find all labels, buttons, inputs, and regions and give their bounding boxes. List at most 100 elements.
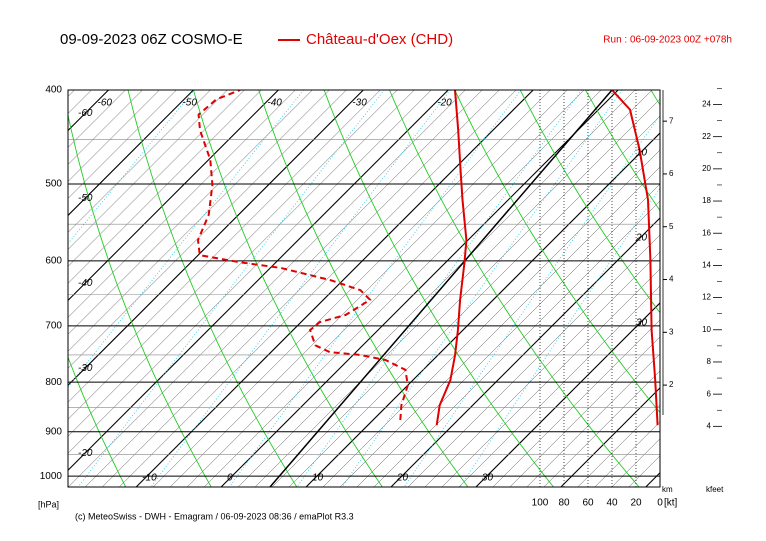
- isotherm: [186, 90, 585, 487]
- kfeet-tick-label: 20: [702, 164, 711, 173]
- isotherm: [475, 302, 660, 487]
- isotherm: [492, 319, 660, 487]
- isotherm: [68, 90, 381, 403]
- y-tick-label: 800: [45, 377, 62, 388]
- isotherm: [526, 353, 660, 487]
- km-label: km: [662, 485, 673, 494]
- mixing-ratio-line: [77, 90, 385, 487]
- dry-adiabat: [68, 113, 212, 487]
- kfeet-tick-label: 10: [702, 325, 711, 334]
- kfeet-tick-label: 18: [702, 196, 711, 205]
- isotherm: [68, 90, 279, 302]
- isotherm-label: 30: [636, 318, 648, 329]
- title: 09-09-2023 06Z COSMO-E: [60, 31, 243, 48]
- isotherm: [68, 90, 296, 318]
- wind-speed-profile: [611, 90, 659, 426]
- plot-area: [0, 90, 766, 487]
- isotherm-label: 20: [635, 233, 648, 244]
- isotherm: [0, 90, 7, 487]
- isotherm: [390, 217, 660, 487]
- isotherm: [68, 90, 415, 437]
- isotherm: [628, 455, 660, 487]
- kfeet-tick-label: 12: [702, 293, 711, 302]
- isotherm: [102, 90, 500, 487]
- y-tick-label: 1000: [40, 471, 63, 482]
- y-axis-label: [hPa]: [38, 499, 59, 509]
- wind-tick-label: 100: [532, 498, 549, 509]
- isotherm: [714, 90, 766, 487]
- isotherm: [543, 370, 660, 487]
- isotherm: [271, 98, 660, 487]
- isotherm: [731, 90, 766, 487]
- km-tick-label: 5: [669, 222, 674, 231]
- isotherm: [237, 90, 636, 487]
- mixing-ratio-line: [403, 114, 660, 487]
- isotherm-label: -30: [78, 363, 93, 374]
- isotherm-label: -20: [78, 448, 93, 459]
- run-info: Run : 06-09-2023 00Z +078h: [603, 35, 732, 46]
- kfeet-tick-label: 16: [702, 228, 711, 237]
- y-tick-label: 500: [45, 179, 62, 190]
- km-tick-label: 4: [669, 275, 674, 284]
- dry-adiabat: [68, 356, 127, 487]
- kfeet-tick-label: 6: [707, 389, 712, 398]
- km-tick-label: 7: [669, 116, 674, 125]
- mixing-ratio-line: [150, 90, 451, 487]
- isotherm-label: -20: [437, 98, 452, 109]
- footer: (c) MeteoSwiss - DWH - Emagram / 06-09-2…: [75, 511, 354, 521]
- dry-adiabat: [0, 90, 40, 487]
- dry-adiabat: [585, 90, 660, 212]
- isotherm: [68, 90, 432, 454]
- kfeet-label: kfeet: [706, 485, 724, 494]
- isotherm-label: -60: [97, 98, 112, 109]
- plot-frame: [67, 89, 661, 488]
- isotherm: [441, 268, 660, 487]
- dry-adiabat: [323, 90, 554, 487]
- isotherm: [577, 404, 660, 487]
- isotherm: [68, 90, 262, 284]
- isotherm: [680, 90, 766, 487]
- km-tick-label: 3: [669, 327, 674, 336]
- wind-tick-label: 80: [558, 498, 570, 509]
- isotherm: [68, 90, 449, 472]
- mixing-ratio-line: [68, 90, 304, 388]
- parcel-line: [269, 90, 613, 487]
- isotherm: [68, 90, 160, 182]
- isotherm: [458, 285, 660, 487]
- isotherm: [68, 90, 211, 233]
- isotherm: [68, 90, 177, 199]
- isotherm: [68, 90, 143, 165]
- isotherm: [220, 90, 619, 487]
- isotherm: [119, 90, 517, 487]
- isotherm: [85, 90, 483, 487]
- isotherm-label: -50: [182, 98, 197, 109]
- isotherm-label: -10: [142, 473, 157, 484]
- station: Château-d'Oex (CHD): [306, 31, 453, 48]
- wind-tick-label: 0: [657, 498, 663, 509]
- isotherm: [68, 90, 194, 217]
- isotherm: [68, 90, 347, 369]
- isotherm: [203, 90, 602, 487]
- isotherm-label: -40: [78, 278, 93, 289]
- isotherm: [0, 90, 24, 487]
- wind-tick-label: 20: [630, 498, 642, 509]
- isotherm: [169, 90, 568, 487]
- kfeet-tick-label: 8: [707, 357, 712, 366]
- isotherm: [339, 166, 660, 487]
- isotherm-label: 30: [482, 473, 494, 484]
- dry-adiabat: [454, 90, 660, 414]
- mixing-ratio-line: [228, 90, 522, 487]
- isotherm: [356, 183, 660, 487]
- isotherm-label: -50: [78, 193, 93, 204]
- isotherm: [611, 438, 660, 487]
- dry-adiabat: [127, 90, 298, 487]
- isotherm: [68, 90, 398, 420]
- isotherm: [407, 234, 660, 487]
- mixing-ratio-line: [341, 90, 623, 487]
- isotherm: [68, 90, 466, 487]
- kfeet-tick-label: 24: [702, 100, 711, 109]
- isotherm: [373, 200, 660, 487]
- isotherm-label: 10: [636, 148, 648, 159]
- y-tick-label: 900: [45, 426, 62, 437]
- kfeet-tick-label: 22: [702, 132, 711, 141]
